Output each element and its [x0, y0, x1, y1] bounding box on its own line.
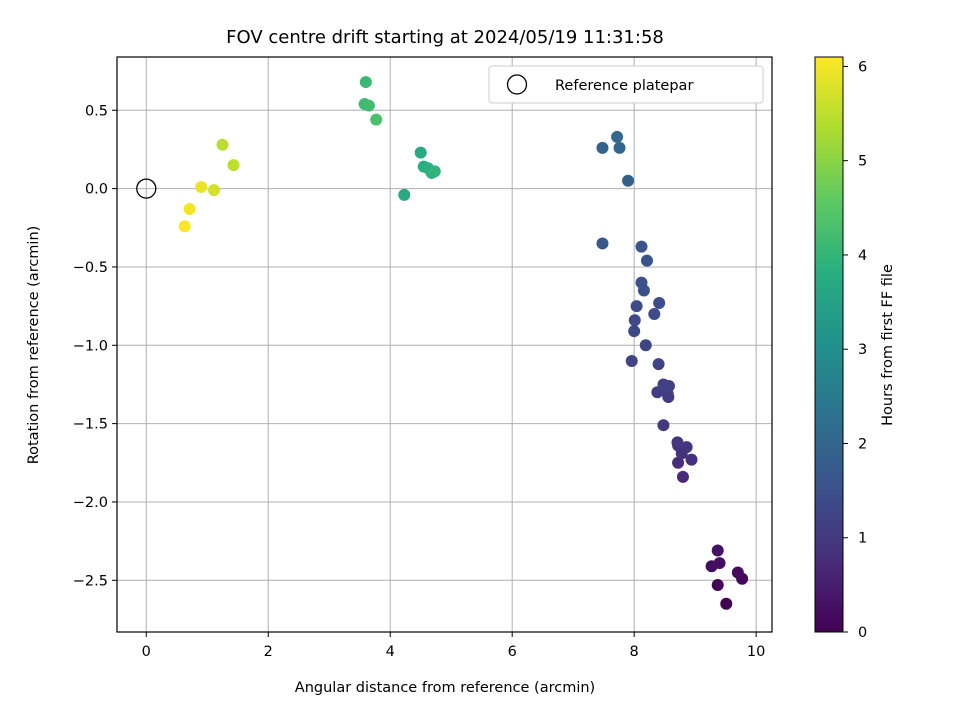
colorbar-tick-label: 3 [858, 342, 867, 358]
colorbar-tick-label: 1 [858, 531, 867, 547]
grid-lines [117, 57, 772, 632]
y-tick-label: 0.5 [85, 103, 108, 119]
data-point [711, 544, 724, 557]
x-axis-label: Angular distance from reference (arcmin) [295, 680, 595, 696]
data-point [613, 141, 626, 154]
data-point [639, 339, 652, 352]
y-axis-ticks: 0.5 0.0 −0.5 −1.0 −1.5 −2.0 −2.5 [73, 103, 117, 589]
colorbar-tick-label: 0 [858, 625, 867, 641]
y-tick-label: 0.0 [85, 182, 108, 198]
data-point [216, 138, 229, 151]
data-point [178, 220, 191, 233]
data-point [635, 276, 648, 289]
colorbar-ticks: 0 1 2 3 4 5 6 [843, 59, 867, 641]
data-point [398, 188, 411, 201]
data-point [657, 378, 670, 391]
x-tick-label: 2 [264, 644, 273, 660]
data-point [183, 202, 196, 215]
data-point [227, 159, 240, 172]
data-point [711, 578, 724, 591]
colorbar-tick-label: 5 [858, 154, 867, 170]
data-point [596, 141, 609, 154]
y-tick-label: −2.5 [73, 573, 108, 589]
data-point [428, 165, 441, 178]
y-tick-label: −0.5 [73, 260, 108, 276]
data-point [731, 566, 744, 579]
data-point [414, 146, 427, 159]
data-point [685, 453, 698, 466]
x-tick-label: 4 [386, 644, 395, 660]
data-point [628, 325, 641, 338]
legend: Reference platepar [488, 65, 764, 104]
data-point [640, 254, 653, 267]
y-tick-label: −1.0 [73, 338, 108, 354]
data-point [676, 470, 689, 483]
data-point [195, 181, 208, 194]
y-tick-label: −2.0 [73, 495, 108, 511]
legend-label: Reference platepar [555, 78, 693, 94]
colorbar-tick-label: 2 [858, 436, 867, 452]
data-point [713, 557, 726, 570]
data-point [625, 354, 638, 367]
data-point [630, 300, 643, 313]
legend-box [488, 65, 764, 104]
data-point [720, 597, 733, 610]
data-point [362, 99, 375, 112]
data-point [635, 240, 648, 253]
data-point [653, 296, 666, 309]
data-point [652, 358, 665, 371]
data-point [207, 184, 220, 197]
reference-marker [136, 178, 157, 199]
data-point [671, 436, 684, 449]
x-tick-label: 0 [142, 644, 151, 660]
chart-title: FOV centre drift starting at 2024/05/19 … [226, 27, 664, 48]
colorbar-tick-label: 4 [858, 248, 867, 264]
colorbar: 0 1 2 3 4 5 6 Hours from first FF file [814, 56, 896, 641]
colorbar-label: Hours from first FF file [880, 264, 896, 426]
y-axis-label: Rotation from reference (arcmin) [26, 226, 42, 465]
x-tick-label: 6 [508, 644, 517, 660]
data-point [359, 76, 372, 89]
data-point [628, 314, 641, 327]
x-tick-label: 8 [630, 644, 639, 660]
data-point [622, 174, 635, 187]
data-point [611, 130, 624, 143]
data-point [648, 307, 661, 320]
plot-frame [116, 56, 773, 633]
data-point [596, 237, 609, 250]
data-point [657, 419, 670, 432]
x-axis-ticks: 0 2 4 6 8 10 [142, 632, 765, 660]
y-tick-label: −1.5 [73, 417, 108, 433]
colorbar-tick-label: 6 [858, 59, 867, 75]
data-points [178, 76, 749, 610]
legend-marker-icon [506, 74, 528, 95]
data-point [672, 456, 685, 469]
colorbar-gradient [814, 56, 844, 633]
x-tick-label: 10 [747, 644, 765, 660]
data-point [370, 113, 383, 126]
reference-point [136, 178, 157, 199]
